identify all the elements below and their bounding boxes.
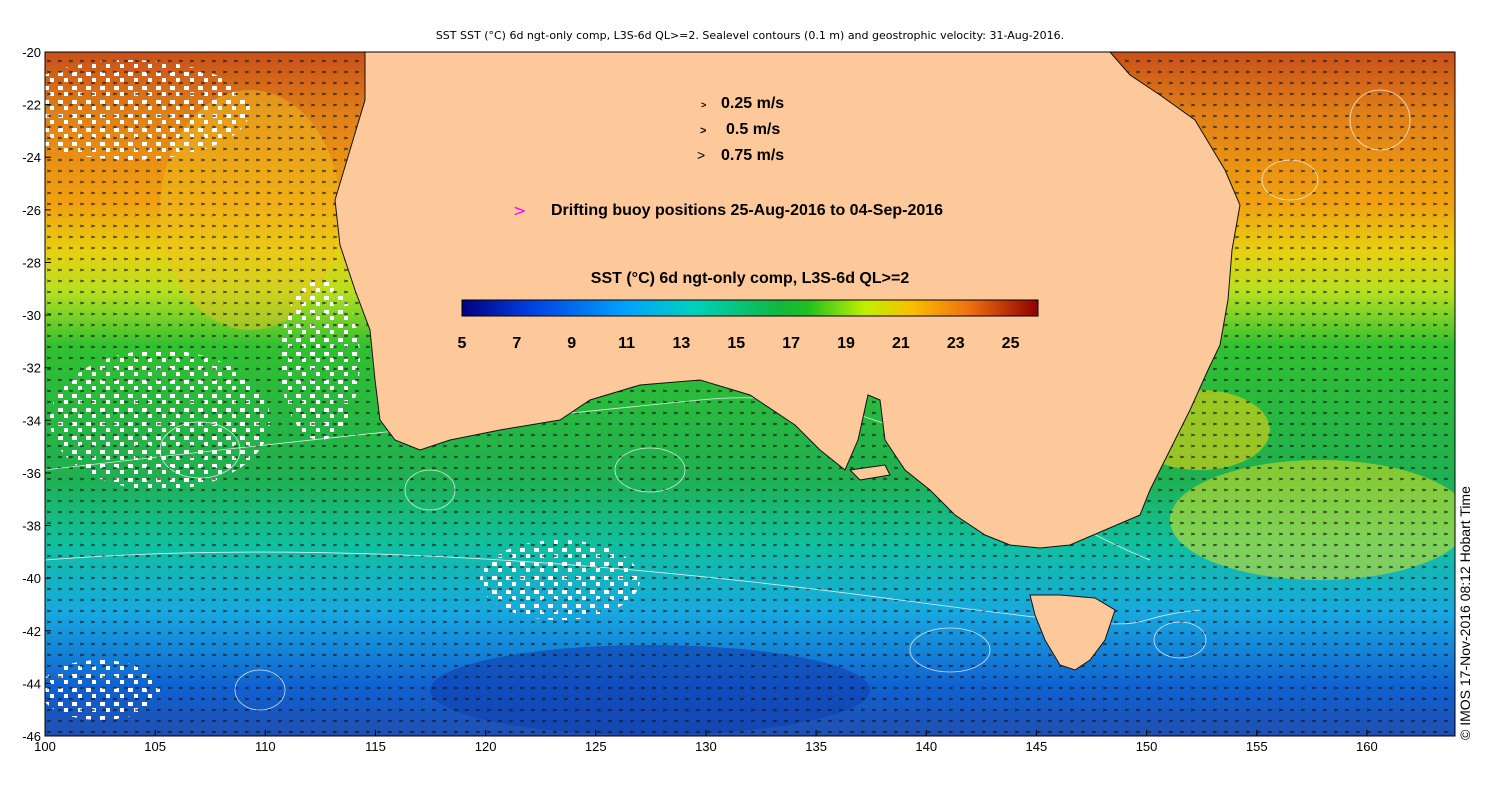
y-tick-label: -44 <box>22 676 41 691</box>
speed-legend-label: 0.5 m/s <box>726 121 780 138</box>
speed-arrow-medium-icon: > <box>700 125 706 137</box>
y-tick-label: -38 <box>22 519 41 534</box>
speed-legend-label: 0.25 m/s <box>721 95 784 112</box>
y-tick-label: -30 <box>22 308 41 323</box>
x-tick-label: 115 <box>365 739 386 754</box>
colorbar-tick-label: 23 <box>947 335 965 352</box>
x-tick-label: 105 <box>144 739 166 754</box>
y-tick-label: -42 <box>22 624 41 639</box>
x-tick-label: 140 <box>915 739 937 754</box>
colorbar-tick-label: 13 <box>673 335 691 352</box>
y-tick-label: -22 <box>22 98 41 113</box>
speed-arrow-large-icon: > <box>697 147 705 163</box>
y-tick-label: -34 <box>22 413 41 428</box>
buoy-legend-label: Drifting buoy positions 25-Aug-2016 to 0… <box>551 202 943 219</box>
colorbar-tick-label: 17 <box>782 335 800 352</box>
velocity-legend: > 0.25 m/s > 0.5 m/s > 0.75 m/s <box>697 95 784 164</box>
tasmania-landmass <box>1029 594 1116 671</box>
colorbar-tick-label: 21 <box>892 335 910 352</box>
y-tick-label: -26 <box>22 203 41 218</box>
y-tick-label: -32 <box>22 361 41 376</box>
x-tick-label: 155 <box>1246 739 1268 754</box>
colorbar-tick-label: 19 <box>837 335 855 352</box>
map-title: SST SST (°C) 6d ngt-only comp, L3S-6d QL… <box>435 29 1065 42</box>
y-tick-label: -24 <box>22 150 41 165</box>
colorbar-tick-label: 7 <box>512 335 521 352</box>
imos-credit: © IMOS 17-Nov-2016 08:12 Hobart Time <box>1457 486 1473 740</box>
x-tick-label: 150 <box>1136 739 1158 754</box>
buoy-legend: > Drifting buoy positions 25-Aug-2016 to… <box>513 201 943 220</box>
colorbar-tick-label: 25 <box>1002 335 1020 352</box>
colorbar-tick-label: 9 <box>567 335 576 352</box>
x-tick-label: 130 <box>695 739 717 754</box>
x-tick-label: 125 <box>585 739 607 754</box>
colorbar-tick-label: 5 <box>458 335 467 352</box>
y-axis: -20 -22 -24 -26 -28 -30 -32 -34 -36 -38 -40 -42 -44 -… <box>22 45 51 744</box>
x-tick-label: 100 <box>34 739 56 754</box>
x-tick-label: 120 <box>475 739 497 754</box>
kangaroo-island <box>848 464 891 481</box>
colorbar-tick-label: 15 <box>727 335 745 352</box>
map-plot-area <box>45 52 1455 736</box>
x-tick-label: 160 <box>1356 739 1378 754</box>
y-tick-label: -20 <box>22 45 41 60</box>
y-tick-label: -46 <box>22 729 41 744</box>
buoy-marker-icon: > <box>513 201 526 220</box>
speed-legend-label: 0.75 m/s <box>721 147 784 164</box>
colorbar-title: SST (°C) 6d ngt-only comp, L3S-6d QL>=2 <box>591 270 910 287</box>
x-tick-label: 145 <box>1026 739 1048 754</box>
speed-arrow-small-icon: > <box>701 100 706 110</box>
sealevel-contours <box>45 89 1411 711</box>
x-tick-label: 110 <box>255 739 276 754</box>
y-tick-label: -28 <box>22 255 41 270</box>
colorbar-tick-label: 11 <box>618 335 635 352</box>
colorbar-gradient <box>461 299 1039 317</box>
y-tick-label: -40 <box>22 571 41 586</box>
colorbar-ticks: 5 7 9 11 13 15 17 19 21 23 25 <box>458 335 1020 352</box>
sst-colorbar: SST (°C) 6d ngt-only comp, L3S-6d QL>=2 … <box>458 270 1039 352</box>
x-axis: 100 105 110 115 120 125 130 135 140 145 150 155 160 <box>34 730 1378 754</box>
plot-frame <box>44 51 1456 737</box>
y-tick-label: -36 <box>22 466 41 481</box>
x-tick-label: 135 <box>805 739 827 754</box>
